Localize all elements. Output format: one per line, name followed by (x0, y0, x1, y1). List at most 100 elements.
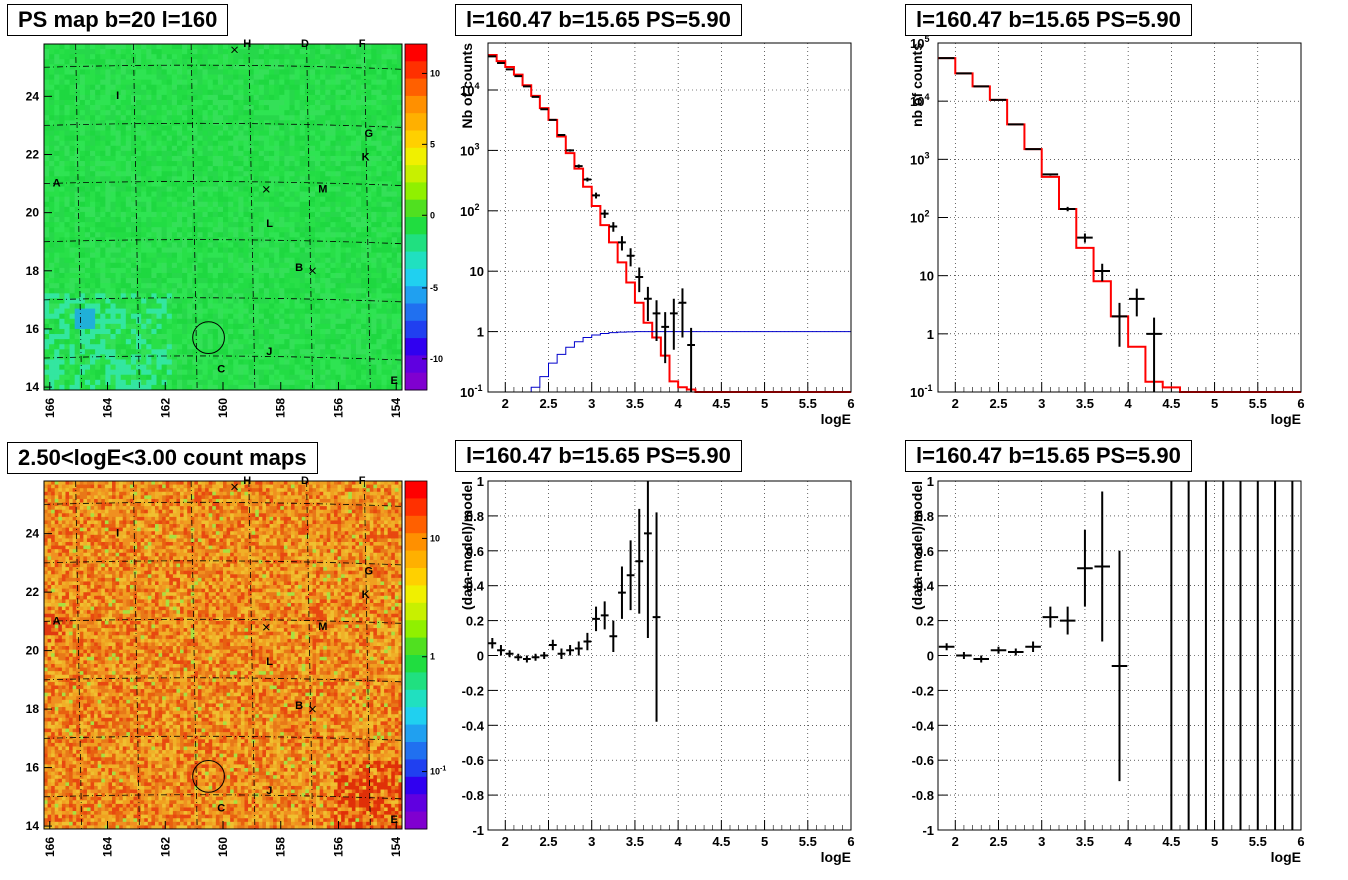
palette-tick: 5 (430, 139, 435, 149)
map-y-tick: 20 (26, 206, 40, 220)
map-y-tick: 22 (26, 585, 40, 599)
map-x-tick: 158 (274, 837, 288, 857)
x-tick-label: 6 (847, 834, 854, 849)
palette-tick: 10 (430, 68, 440, 78)
data-point (1008, 124, 1024, 125)
map-x-tick: 166 (43, 837, 57, 857)
x-tick-label: 3.5 (626, 834, 644, 849)
source-label-a: A (53, 177, 61, 189)
x-tick-label: 4.5 (1162, 396, 1180, 411)
map-y-tick: 18 (26, 702, 40, 716)
data-point (549, 119, 557, 120)
source-label-d: D (301, 475, 309, 487)
source-label-f: F (359, 38, 366, 50)
y-tick-label: 103 (910, 150, 929, 167)
source-label-b: B (295, 262, 303, 274)
palette-tick: 10 (430, 533, 440, 543)
source-label-i: I (116, 90, 119, 102)
source-label-k: K (362, 151, 370, 163)
y-tick-label: 104 (910, 92, 929, 109)
data-point (506, 69, 514, 70)
top-mid-title: l=160.47 b=15.65 PS=5.90 (455, 4, 742, 36)
x-tick-label: 5 (761, 834, 768, 849)
source-label-g: G (364, 566, 373, 578)
x-tick-label: 3 (588, 396, 595, 411)
y-tick-label: 10-1 (910, 383, 932, 400)
source-label-f: F (359, 475, 366, 487)
map-y-tick: 24 (26, 89, 40, 103)
x-tick-label: 2.5 (989, 396, 1007, 411)
source-label-i: I (116, 528, 119, 540)
y-tick-label: 1 (477, 474, 484, 489)
y-tick-label: -1 (472, 823, 484, 838)
source-label-a: A (53, 615, 61, 627)
data-point (1025, 148, 1041, 149)
y-tick-label: 1 (927, 474, 934, 489)
map-y-tick: 22 (26, 147, 40, 161)
y-tick-label: 0 (477, 649, 484, 664)
map-y-tick: 20 (26, 644, 40, 658)
y-tick-label: -0.6 (912, 753, 934, 768)
x-tick-label: 3 (588, 834, 595, 849)
source-label-j: J (266, 346, 272, 358)
map-x-tick: 164 (101, 837, 115, 857)
x-tick-label: 6 (1297, 396, 1304, 411)
map-x-tick: 166 (43, 398, 57, 418)
x-tick-label: 2.5 (539, 396, 557, 411)
x-tick-label: 4 (675, 834, 683, 849)
x-tick-label: 6 (1297, 834, 1304, 849)
y-tick-label: 105 (910, 34, 929, 51)
y-tick-label: 102 (910, 209, 929, 226)
data-point (523, 86, 531, 87)
map-x-tick: 164 (101, 398, 115, 418)
source-label-k: K (362, 589, 370, 601)
map-x-tick: 156 (331, 398, 345, 418)
map-y-tick: 16 (26, 322, 40, 336)
x-tick-label: 2 (502, 834, 509, 849)
map-x-tick: 160 (216, 398, 230, 418)
source-label-m: M (318, 621, 327, 633)
x-tick-label: 5.5 (799, 396, 817, 411)
data-point (558, 134, 566, 136)
x-tick-label: 2.5 (539, 834, 557, 849)
map-x-tick: 158 (274, 398, 288, 418)
x-tick-label: 4 (1125, 396, 1133, 411)
y-tick-label: -0.8 (462, 788, 484, 803)
x-tick-label: 5.5 (799, 834, 817, 849)
y-tick-label: -0.2 (912, 683, 934, 698)
source-label-l: L (266, 656, 273, 668)
bot-mid-title: l=160.47 b=15.65 PS=5.90 (455, 440, 742, 472)
x-tick-label: 6 (847, 396, 854, 411)
x-tick-label: 5 (1211, 834, 1218, 849)
y-tick-label: -0.4 (912, 718, 935, 733)
x-tick-label: 2 (502, 396, 509, 411)
x-tick-label: 2 (952, 834, 959, 849)
y-tick-label: 104 (460, 81, 479, 98)
map-x-tick: 156 (331, 837, 345, 857)
source-label-m: M (318, 183, 327, 195)
y-axis-label: (data-model)/model (909, 481, 925, 610)
map-x-tick: 154 (389, 398, 403, 418)
palette-tick: -10 (430, 354, 443, 364)
x-tick-label: 3.5 (626, 396, 644, 411)
y-tick-label: 1 (927, 327, 934, 342)
map-y-tick: 14 (26, 380, 40, 394)
map-y-tick: 24 (26, 527, 40, 541)
map-x-tick: 160 (216, 837, 230, 857)
y-tick-label: 103 (460, 141, 479, 158)
x-tick-label: 2 (952, 396, 959, 411)
palette-tick: 1 (430, 652, 435, 662)
y-tick-label: -0.6 (462, 753, 484, 768)
x-tick-label: 5.5 (1249, 834, 1267, 849)
y-tick-label: 0 (927, 649, 934, 664)
x-axis-label: logE (821, 411, 851, 427)
x-axis-label: logE (821, 849, 851, 865)
x-tick-label: 4 (1125, 834, 1133, 849)
y-axis-label: (data-model)/model (459, 481, 475, 610)
